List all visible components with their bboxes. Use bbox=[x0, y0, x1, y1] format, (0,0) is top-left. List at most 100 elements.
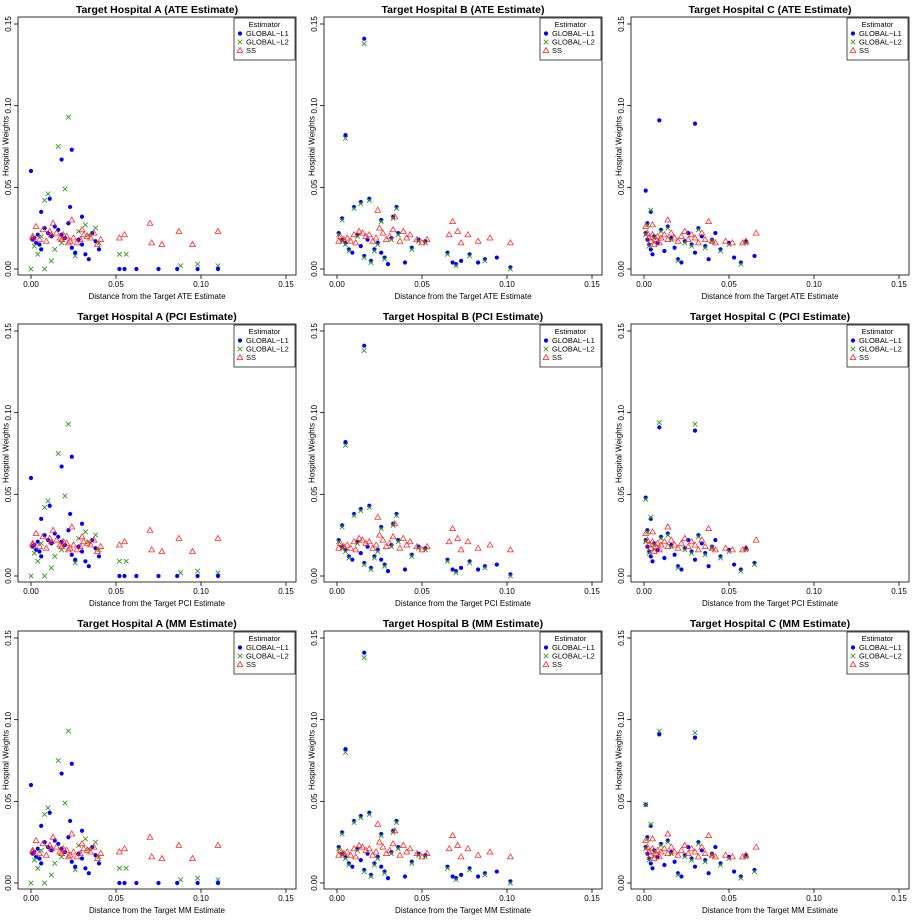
data-point-ss bbox=[83, 232, 91, 239]
y-tick-label: 0.15 bbox=[4, 323, 13, 339]
data-point-ss bbox=[742, 237, 750, 244]
data-point-ss bbox=[369, 851, 377, 858]
data-point-l2 bbox=[648, 514, 654, 520]
data-point-l1 bbox=[657, 118, 662, 123]
data-point-l2 bbox=[123, 865, 129, 871]
x-tick-label: 0.05 bbox=[721, 894, 737, 903]
data-point-ss bbox=[372, 848, 380, 855]
data-point-ss bbox=[406, 537, 414, 545]
series-ss bbox=[29, 830, 222, 861]
data-point-ss bbox=[474, 544, 482, 551]
data-point-l1 bbox=[362, 343, 367, 348]
data-point-ss bbox=[664, 523, 672, 530]
data-point-l2 bbox=[466, 253, 473, 259]
data-point-l1 bbox=[713, 230, 718, 236]
x-tick-label: 0.10 bbox=[806, 280, 822, 289]
y-tick-label: 0.10 bbox=[617, 404, 626, 420]
data-point-ss bbox=[474, 237, 482, 244]
data-point-l1 bbox=[68, 511, 73, 517]
data-point-ss bbox=[86, 541, 95, 548]
y-axis-label: Hospital Weights bbox=[308, 116, 317, 176]
data-point-ss bbox=[29, 539, 37, 546]
data-point-ss bbox=[120, 537, 129, 545]
data-point-l2 bbox=[48, 565, 55, 571]
y-tick-label: 0.00 bbox=[4, 261, 13, 277]
data-point-ss bbox=[97, 542, 105, 549]
y-tick-label: 0.10 bbox=[310, 404, 319, 420]
legend-title: Estimator bbox=[555, 327, 587, 336]
data-point-ss bbox=[49, 526, 57, 533]
data-point-l2 bbox=[177, 877, 184, 883]
data-point-l1 bbox=[69, 454, 74, 459]
data-point-l1 bbox=[86, 257, 91, 262]
data-point-l2 bbox=[38, 847, 44, 853]
data-point-l1 bbox=[350, 864, 355, 869]
data-point-l2 bbox=[342, 241, 349, 248]
data-point-ss bbox=[705, 831, 713, 839]
legend-box bbox=[233, 631, 296, 675]
data-point-l2 bbox=[665, 839, 671, 845]
data-point-l1 bbox=[476, 260, 481, 265]
data-point-ss bbox=[386, 846, 394, 853]
data-point-ss bbox=[752, 843, 760, 850]
data-point-ss bbox=[396, 851, 404, 858]
chart-panel-8: Target Hospital B (MM Estimate) 0.00 0.05 0… bbox=[306, 614, 612, 920]
data-point-ss bbox=[671, 848, 679, 855]
data-point-ss bbox=[76, 849, 84, 856]
data-point-ss bbox=[42, 544, 50, 551]
data-point-l2 bbox=[72, 560, 78, 566]
x-axis-label: Distance from the Target ATE Estimate bbox=[394, 292, 532, 301]
data-point-ss bbox=[52, 843, 61, 850]
scatter-plot: Target Hospital B (PCI Estimate) 0.00 0.05… bbox=[308, 311, 603, 608]
legend-box bbox=[846, 17, 909, 61]
data-point-ss bbox=[379, 229, 387, 236]
y-tick-label: 0.10 bbox=[310, 97, 319, 113]
data-point-ss bbox=[80, 230, 88, 238]
x-tick-label: 0.15 bbox=[584, 280, 600, 289]
series-l2 bbox=[336, 40, 514, 272]
data-point-l2 bbox=[52, 246, 58, 253]
data-point-l2 bbox=[453, 263, 459, 269]
data-point-l1 bbox=[648, 861, 653, 866]
data-point-ss bbox=[643, 536, 651, 543]
data-point-ss bbox=[722, 851, 730, 858]
y-tick-label: 0.05 bbox=[4, 793, 13, 809]
legend-title: Estimator bbox=[249, 327, 281, 336]
data-point-l2 bbox=[381, 256, 388, 262]
data-point-ss bbox=[739, 239, 747, 246]
data-point-ss bbox=[63, 539, 71, 546]
data-point-ss bbox=[39, 226, 47, 233]
legend-marker-ss bbox=[849, 46, 857, 53]
legend-label-l1: GLOBAL−L1 bbox=[859, 29, 902, 38]
data-point-l1 bbox=[134, 573, 139, 579]
data-point-l1 bbox=[59, 771, 64, 776]
data-point-l1 bbox=[69, 245, 74, 250]
data-point-l2 bbox=[342, 855, 349, 862]
chart-panel-7: Target Hospital A (MM Estimate) 0.00 0.05 0… bbox=[0, 614, 306, 920]
legend-marker-l2 bbox=[237, 39, 243, 45]
data-point-ss bbox=[49, 219, 57, 226]
data-point-l2 bbox=[378, 219, 384, 225]
data-point-l2 bbox=[658, 842, 664, 849]
plot-frame bbox=[630, 323, 910, 583]
data-point-l1 bbox=[42, 533, 47, 538]
data-point-ss bbox=[688, 537, 696, 545]
y-tick-label: 0.00 bbox=[4, 568, 13, 584]
legend-marker-l1 bbox=[237, 338, 243, 343]
series-ss bbox=[335, 820, 514, 860]
data-point-l2 bbox=[38, 540, 44, 546]
data-point-l1 bbox=[35, 846, 40, 851]
legend-marker-l1 bbox=[237, 31, 243, 36]
data-point-ss bbox=[175, 841, 183, 848]
data-point-ss bbox=[336, 539, 344, 546]
legend-box bbox=[539, 324, 602, 368]
data-point-ss bbox=[29, 234, 37, 241]
data-point-ss bbox=[90, 536, 98, 543]
data-point-l1 bbox=[69, 761, 74, 766]
data-point-l2 bbox=[375, 241, 381, 248]
data-point-l2 bbox=[378, 833, 384, 839]
data-point-ss bbox=[369, 237, 377, 244]
data-point-ss bbox=[688, 230, 696, 238]
data-point-ss bbox=[406, 844, 414, 852]
y-tick-label: 0.15 bbox=[617, 323, 626, 339]
